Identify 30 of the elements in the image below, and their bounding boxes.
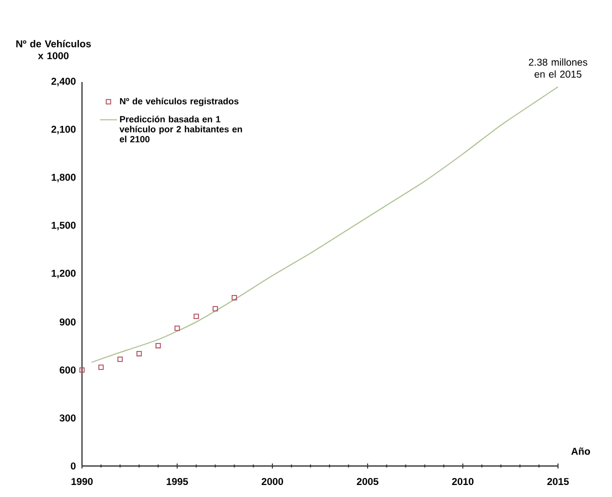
x-tick-label: 2010 (452, 478, 474, 486)
y-tick-label: 1,800 (52, 174, 76, 182)
x-tick-label: 2000 (262, 478, 284, 486)
y-tick-label: 300 (60, 414, 76, 422)
x-tick-label: 2015 (547, 478, 569, 486)
x-tick-label: 1995 (166, 478, 188, 486)
point (232, 295, 237, 300)
x-axis-title: Año (571, 448, 590, 455)
x-tick-label: 2005 (356, 478, 378, 486)
y-tick-label: 2,400 (51, 78, 76, 86)
y-tick-label: 0 (70, 462, 76, 470)
point (117, 356, 123, 362)
point (194, 314, 199, 320)
y-tick-label: 900 (60, 318, 76, 326)
annotation: 2.38 millones en el 2015 (528, 58, 588, 78)
point (136, 351, 142, 356)
y-axis-title: Nº de Vehículos x 1000 (16, 40, 91, 60)
line-series (91, 86, 559, 363)
y-tick-label: 2,100 (51, 126, 76, 134)
point (174, 326, 180, 331)
y-tick-label: 1,200 (52, 270, 76, 278)
point (79, 367, 85, 373)
legend-label: Nº de vehículos registrados (120, 98, 238, 106)
legend-label: Predicción basada en 1 vehículo por 2 habitantes en el 2100 (119, 116, 242, 142)
y-tick-label: 600 (60, 366, 76, 374)
x-tick-label: 1990 (72, 478, 93, 486)
point (98, 364, 104, 370)
point (156, 343, 161, 348)
y-tick-label: 1,500 (52, 222, 76, 230)
point (212, 306, 218, 312)
